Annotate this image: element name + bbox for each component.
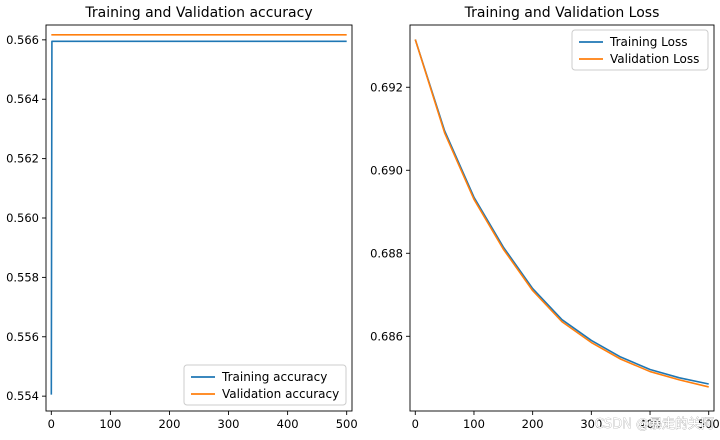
y-tick-label: 0.686 [370, 329, 403, 343]
series-line-training-accuracy [50, 40, 347, 395]
legend-box [571, 29, 709, 71]
series-line-validation-loss [414, 39, 709, 388]
y-tick-label: 0.558 [6, 270, 39, 284]
legend-entry: Validation accuracy [222, 387, 339, 401]
y-tick-label: 0.560 [6, 211, 39, 225]
y-tick-label: 0.556 [6, 330, 39, 344]
chart-title: Training and Validation accuracy [84, 5, 312, 21]
legend: Training Loss Validation Loss [571, 29, 709, 71]
y-tick-label: 0.562 [6, 152, 39, 166]
y-tick-label: 0.692 [370, 80, 403, 94]
y-tick-label: 0.566 [6, 33, 39, 47]
x-tick-label: 400 [277, 417, 299, 431]
x-tick-label: 200 [522, 417, 544, 431]
legend-box [183, 364, 347, 406]
x-tick-label: 500 [698, 417, 720, 431]
y-tick-label: 0.690 [370, 163, 403, 177]
axes-frame [409, 24, 715, 412]
x-tick-label: 300 [580, 417, 602, 431]
x-tick-label: 500 [336, 417, 358, 431]
y-tick-label: 0.564 [6, 92, 39, 106]
chart-panel-2: Training and Validation Loss 0 100 200 300 40… [370, 5, 720, 431]
legend-entry: Training Loss [609, 35, 687, 49]
y-tick-label: 0.688 [370, 246, 403, 260]
x-tick-label: 400 [639, 417, 661, 431]
x-tick-label: 0 [412, 417, 419, 431]
chart-panel-1: Training and Validation accuracy 0 100 200 3… [6, 5, 358, 431]
legend-entry: Training accuracy [221, 370, 327, 384]
legend-entry: Validation Loss [610, 52, 699, 66]
y-tick-label: 0.554 [6, 389, 39, 403]
series-line-training-loss [414, 39, 709, 385]
chart-title: Training and Validation Loss [464, 5, 660, 21]
x-tick-label: 300 [218, 417, 240, 431]
x-tick-label: 200 [158, 417, 180, 431]
axes-frame [45, 24, 353, 412]
x-tick-label: 100 [99, 417, 121, 431]
legend: Training accuracy Validation accuracy [183, 364, 347, 406]
x-tick-label: 0 [48, 417, 55, 431]
watermark-text: CSDN @暴走的关阿 [595, 416, 714, 432]
x-tick-label: 100 [463, 417, 485, 431]
